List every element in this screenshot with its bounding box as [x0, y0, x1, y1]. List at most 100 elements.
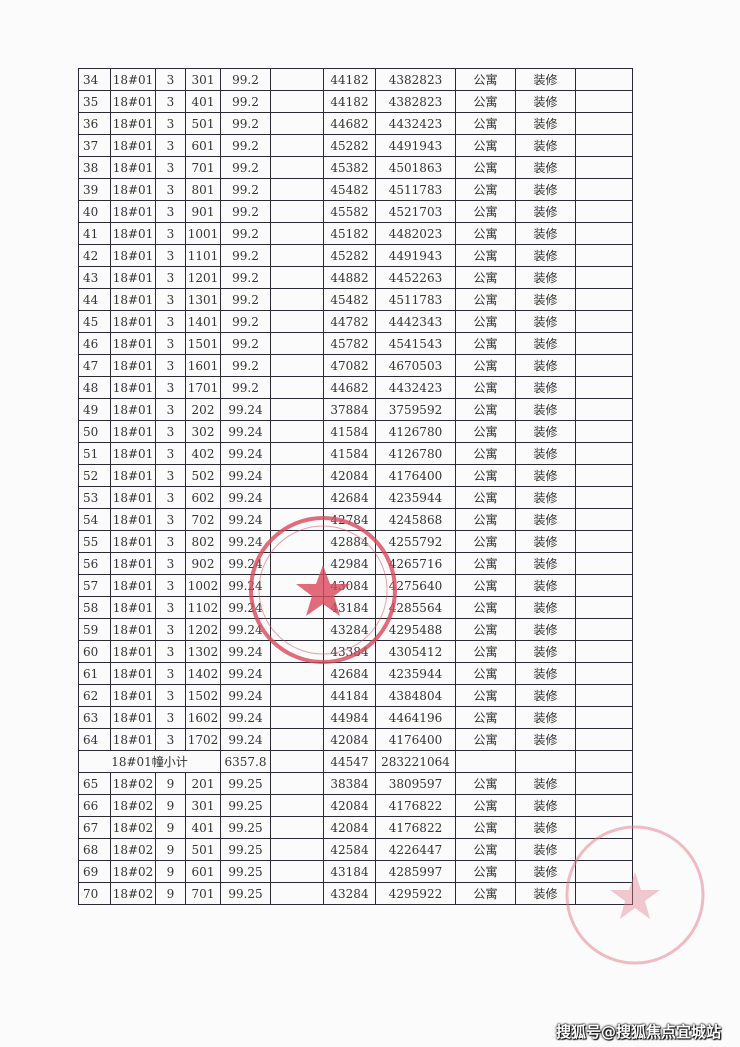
- table-cell: 701: [185, 156, 221, 179]
- table-cell: 1101: [185, 244, 221, 267]
- table-cell: 55: [78, 530, 111, 553]
- table-cell: 67: [78, 816, 111, 839]
- table-cell: 3: [155, 486, 186, 509]
- table-row: 62 18#01 3 1502 99.24 44184 4384804 公寓 装修: [78, 684, 633, 707]
- table-row: 49 18#01 3 202 99.24 37884 3759592 公寓 装修: [78, 398, 633, 421]
- table-cell: 装修: [515, 266, 576, 289]
- table-cell: 装修: [515, 288, 576, 311]
- table-cell: 装修: [515, 772, 576, 795]
- table-cell: 18#01: [110, 618, 156, 641]
- table-cell: 1301: [185, 288, 221, 311]
- table-cell: 3: [155, 442, 186, 465]
- table-cell: 99.2: [220, 288, 271, 311]
- table-cell: 99.2: [220, 332, 271, 355]
- table-cell: 45782: [323, 332, 376, 355]
- table-cell: [575, 706, 633, 729]
- table-cell: 301: [185, 794, 221, 817]
- table-cell: 42984: [323, 552, 376, 575]
- table-cell: 45282: [323, 134, 376, 157]
- table-cell: 99.2: [220, 134, 271, 157]
- table-cell: 装修: [515, 310, 576, 333]
- table-cell: 装修: [515, 530, 576, 553]
- table-cell: 4511783: [375, 288, 456, 311]
- table-cell: [270, 640, 324, 663]
- table-cell: 18#02: [110, 860, 156, 883]
- table-cell: 3: [155, 420, 186, 443]
- table-cell: [575, 200, 633, 223]
- table-cell: 装修: [515, 860, 576, 883]
- table-cell: 4226447: [375, 838, 456, 861]
- table-cell: 3: [155, 706, 186, 729]
- table-cell: 99.24: [220, 508, 271, 531]
- table-cell: 4295488: [375, 618, 456, 641]
- table-cell: 70: [78, 882, 111, 905]
- table-row: 45 18#01 3 1401 99.2 44782 4442343 公寓 装修: [78, 310, 633, 333]
- table-row: 67 18#02 9 401 99.25 42084 4176822 公寓 装修: [78, 816, 633, 839]
- table-row: 58 18#01 3 1102 99.24 43184 4285564 公寓 装修: [78, 596, 633, 619]
- table-cell: 702: [185, 508, 221, 531]
- table-cell: 公寓: [455, 244, 516, 267]
- subtotal-label: 18#01幢小计: [78, 750, 221, 773]
- table-cell: 9: [155, 838, 186, 861]
- table-cell: 18#01: [110, 200, 156, 223]
- table-cell: 99.2: [220, 68, 271, 91]
- table-cell: 62: [78, 684, 111, 707]
- table-cell: [575, 376, 633, 399]
- table-cell: 3: [155, 662, 186, 685]
- table-cell: [270, 332, 324, 355]
- table-cell: 4305412: [375, 640, 456, 663]
- table-cell: 1602: [185, 706, 221, 729]
- table-cell: 34: [78, 68, 111, 91]
- table-cell: 45582: [323, 200, 376, 223]
- table-row: 51 18#01 3 402 99.24 41584 4126780 公寓 装修: [78, 442, 633, 465]
- table-cell: 99.24: [220, 706, 271, 729]
- table-cell: 4235944: [375, 486, 456, 509]
- table-cell: 99.2: [220, 90, 271, 113]
- table-cell: 4384804: [375, 684, 456, 707]
- table-cell: 3: [155, 178, 186, 201]
- table-cell: 18#01: [110, 442, 156, 465]
- table-cell: 18#01: [110, 530, 156, 553]
- table-cell: 38384: [323, 772, 376, 795]
- table-cell: [575, 178, 633, 201]
- table-cell: [270, 178, 324, 201]
- table-row: 38 18#01 3 701 99.2 45382 4501863 公寓 装修: [78, 156, 633, 179]
- table-cell: [575, 640, 633, 663]
- table-cell: 802: [185, 530, 221, 553]
- table-cell: 401: [185, 816, 221, 839]
- table-cell: 1501: [185, 332, 221, 355]
- table-cell: 42084: [323, 816, 376, 839]
- table-cell: 公寓: [455, 134, 516, 157]
- table-row: 57 18#01 3 1002 99.24 43084 4275640 公寓 装修: [78, 574, 633, 597]
- table-cell: 3: [155, 530, 186, 553]
- table-cell: 18#01: [110, 662, 156, 685]
- table-cell: [270, 112, 324, 135]
- table-cell: 装修: [515, 178, 576, 201]
- table-cell: [575, 486, 633, 509]
- table-cell: [270, 596, 324, 619]
- table-cell: 3759592: [375, 398, 456, 421]
- table-cell: 3: [155, 200, 186, 223]
- table-cell: [575, 662, 633, 685]
- table-cell: 99.2: [220, 156, 271, 179]
- table-cell: 9: [155, 794, 186, 817]
- table-cell: 45282: [323, 244, 376, 267]
- table-cell: 公寓: [455, 706, 516, 729]
- table-cell: 4511783: [375, 178, 456, 201]
- table-cell: 公寓: [455, 508, 516, 531]
- table-cell: 99.24: [220, 662, 271, 685]
- table-cell: 45: [78, 310, 111, 333]
- table-cell: [575, 574, 633, 597]
- table-cell: 1702: [185, 728, 221, 751]
- table-cell: 装修: [515, 442, 576, 465]
- table-cell: 4670503: [375, 354, 456, 377]
- table-cell: 64: [78, 728, 111, 751]
- table-cell: 44682: [323, 112, 376, 135]
- table-cell: 99.24: [220, 596, 271, 619]
- table-cell: [575, 288, 633, 311]
- table-cell: 装修: [515, 816, 576, 839]
- table-cell: 99.24: [220, 640, 271, 663]
- table-cell: 601: [185, 134, 221, 157]
- table-cell: [575, 310, 633, 333]
- watermark-text: 搜狐号@搜狐焦点宜城站: [556, 1023, 722, 1041]
